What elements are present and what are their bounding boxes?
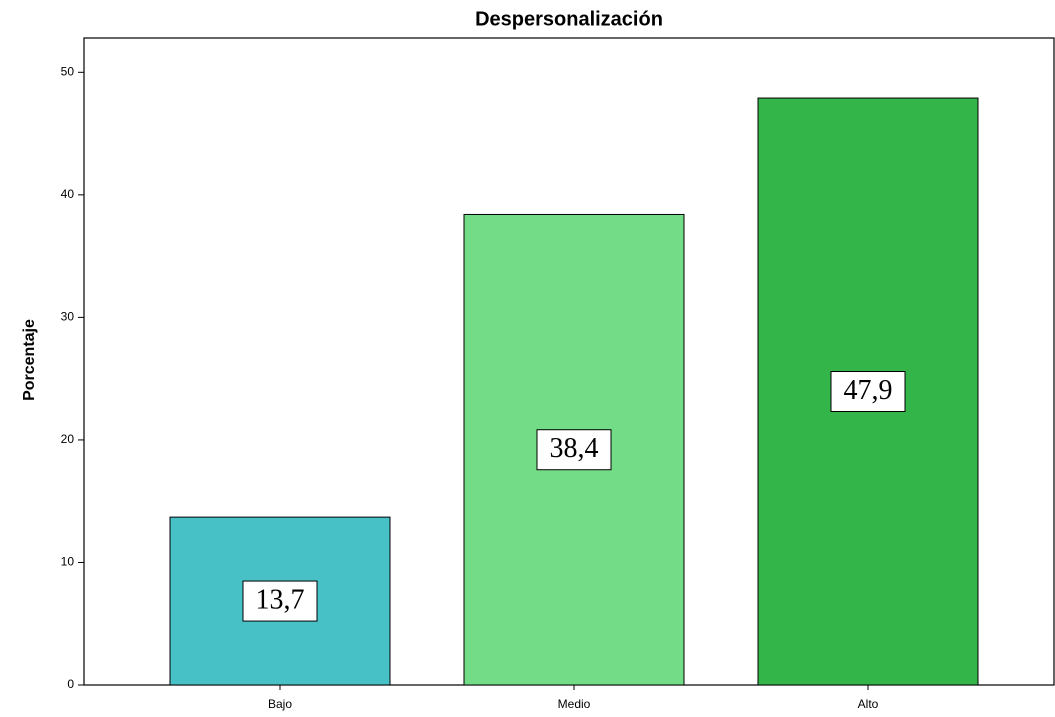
y-tick-label: 50: [61, 64, 75, 78]
value-label-box: [536, 429, 612, 471]
value-label-box: [830, 371, 906, 413]
value-label: 13,7: [256, 584, 305, 615]
y-axis-label: Porcentaje: [21, 319, 38, 401]
y-tick-label: 0: [67, 677, 74, 691]
value-label-box: [242, 580, 318, 622]
value-label: 47,9: [844, 375, 893, 406]
chart-title: Despersonalización: [475, 8, 663, 30]
x-tick-label: Medio: [558, 697, 591, 711]
y-tick-label: 20: [61, 432, 75, 446]
x-tick-label: Bajo: [268, 697, 292, 711]
value-label: 38,4: [550, 433, 599, 464]
x-tick-label: Alto: [858, 697, 879, 711]
y-tick-label: 10: [61, 555, 75, 569]
y-tick-label: 30: [61, 310, 75, 324]
y-tick-label: 40: [61, 187, 75, 201]
